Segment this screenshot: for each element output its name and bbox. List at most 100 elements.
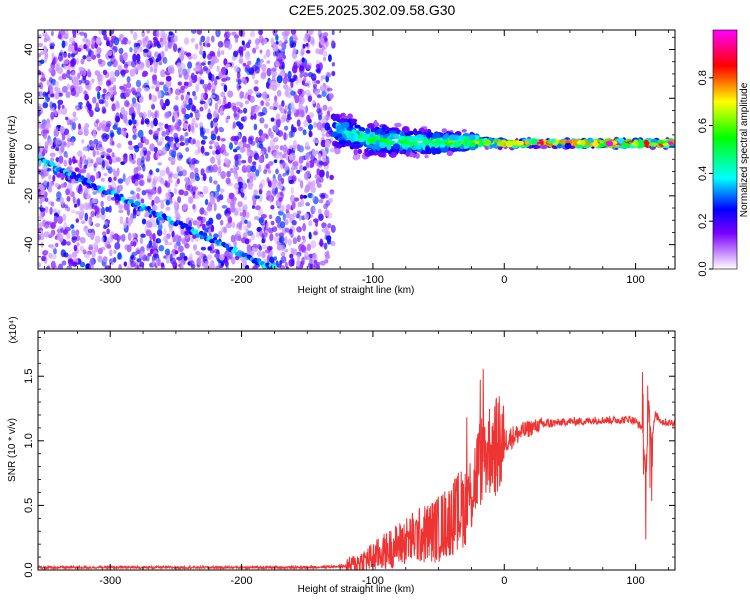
heatmap-cell bbox=[92, 149, 96, 158]
x-tick-label: -300 bbox=[99, 575, 121, 587]
heatmap-cell bbox=[265, 101, 270, 107]
heatmap-cell bbox=[202, 186, 209, 194]
heatmap-cell bbox=[247, 155, 253, 164]
heatmap-cell bbox=[202, 173, 207, 182]
band-cell bbox=[357, 149, 363, 154]
heatmap-cell bbox=[270, 132, 274, 139]
heatmap-cell bbox=[170, 37, 175, 46]
heatmap-cell bbox=[49, 101, 54, 109]
snr-y-label: SNR (10 * v/v) bbox=[7, 418, 18, 482]
heatmap-cell bbox=[128, 145, 134, 151]
heatmap-cell bbox=[145, 119, 150, 125]
heatmap-cell bbox=[169, 136, 174, 142]
heatmap-cell bbox=[230, 234, 236, 243]
heatmap-cell bbox=[266, 60, 271, 64]
heatmap-cell bbox=[200, 145, 205, 154]
heatmap-cell bbox=[296, 210, 302, 215]
heatmap-cell bbox=[212, 150, 216, 156]
heatmap-cell bbox=[106, 195, 112, 202]
heatmap-cell bbox=[120, 106, 126, 115]
heatmap-cell bbox=[95, 37, 102, 45]
heatmap-cell bbox=[214, 253, 220, 259]
heatmap-cell bbox=[254, 79, 259, 85]
heatmap-cell bbox=[223, 84, 228, 93]
heatmap-cell bbox=[122, 173, 126, 182]
heatmap-cell bbox=[279, 204, 285, 212]
heatmap-cell bbox=[158, 245, 165, 252]
heatmap-cell bbox=[276, 89, 282, 97]
heatmap-cell bbox=[39, 90, 44, 98]
heatmap-cell bbox=[113, 257, 117, 263]
heatmap-cell bbox=[72, 76, 79, 85]
heatmap-cell bbox=[269, 139, 276, 147]
heatmap-cell bbox=[79, 31, 85, 36]
heatmap-cell bbox=[71, 118, 75, 124]
heatmap-cell bbox=[111, 152, 115, 158]
heatmap-cell bbox=[90, 232, 95, 240]
heatmap-cell bbox=[305, 105, 309, 114]
heatmap-cell bbox=[195, 43, 199, 50]
heatmap-cell bbox=[169, 253, 173, 262]
heatmap-cell bbox=[278, 232, 285, 238]
heatmap-cell bbox=[234, 37, 239, 43]
heatmap-cell bbox=[313, 139, 320, 144]
heatmap-cell bbox=[56, 62, 61, 69]
heatmap-cell bbox=[88, 244, 93, 250]
heatmap-cell bbox=[204, 151, 210, 156]
heatmap-cell bbox=[128, 154, 132, 163]
heatmap-cell bbox=[304, 256, 311, 261]
heatmap-cell bbox=[151, 43, 156, 48]
heatmap-cell bbox=[252, 47, 257, 54]
heatmap-cell bbox=[92, 191, 98, 195]
heatmap-cell bbox=[135, 79, 142, 88]
band-cell bbox=[431, 142, 439, 147]
band-cell bbox=[341, 115, 350, 119]
heatmap-cell bbox=[113, 37, 120, 46]
heatmap-cell bbox=[127, 232, 132, 241]
heatmap-cell bbox=[291, 257, 295, 267]
heatmap-cell bbox=[80, 58, 85, 65]
heatmap-cell bbox=[258, 30, 263, 36]
heatmap-cell bbox=[329, 174, 334, 180]
band-cell bbox=[373, 119, 378, 127]
heatmap-cell bbox=[296, 254, 301, 261]
heatmap-cell bbox=[177, 81, 182, 86]
colorbar-gradient bbox=[712, 29, 738, 270]
heatmap-cell bbox=[136, 264, 140, 269]
heatmap-cell bbox=[132, 111, 136, 118]
heatmap-cell bbox=[184, 132, 189, 137]
band-cell bbox=[352, 153, 360, 161]
heatmap-cell bbox=[261, 238, 266, 244]
heatmap-cell bbox=[100, 177, 105, 182]
heatmap-cell bbox=[155, 80, 160, 89]
heatmap-cell bbox=[153, 130, 160, 137]
heatmap-cell bbox=[128, 119, 133, 126]
heatmap-cell bbox=[306, 80, 311, 88]
heatmap-cell bbox=[281, 226, 287, 235]
y-tick-label: 0 bbox=[23, 144, 35, 150]
heatmap-cell bbox=[50, 93, 55, 98]
band-cell bbox=[483, 139, 492, 147]
heatmap-cell bbox=[309, 257, 314, 265]
heatmap-cell bbox=[221, 205, 228, 209]
heatmap-cell bbox=[215, 30, 221, 38]
heatmap-cell bbox=[100, 200, 104, 207]
heatmap-cell bbox=[312, 253, 318, 261]
band-cell bbox=[516, 140, 525, 146]
heatmap-cell bbox=[203, 102, 208, 110]
heatmap-cell bbox=[133, 31, 138, 41]
heatmap-cell bbox=[294, 37, 298, 41]
heatmap-cell bbox=[126, 82, 132, 89]
heatmap-cell bbox=[207, 82, 212, 91]
heatmap-cell bbox=[98, 30, 103, 35]
heatmap-cell bbox=[39, 71, 44, 76]
heatmap-cell bbox=[237, 79, 242, 85]
band-cell bbox=[346, 140, 352, 146]
heatmap-cell bbox=[205, 128, 210, 134]
heatmap-cell bbox=[42, 129, 49, 134]
heatmap-cell bbox=[280, 107, 285, 114]
heatmap-cell bbox=[211, 88, 216, 95]
heatmap-cell bbox=[195, 250, 201, 256]
heatmap-cell bbox=[109, 71, 115, 80]
heatmap-cell bbox=[148, 221, 153, 228]
